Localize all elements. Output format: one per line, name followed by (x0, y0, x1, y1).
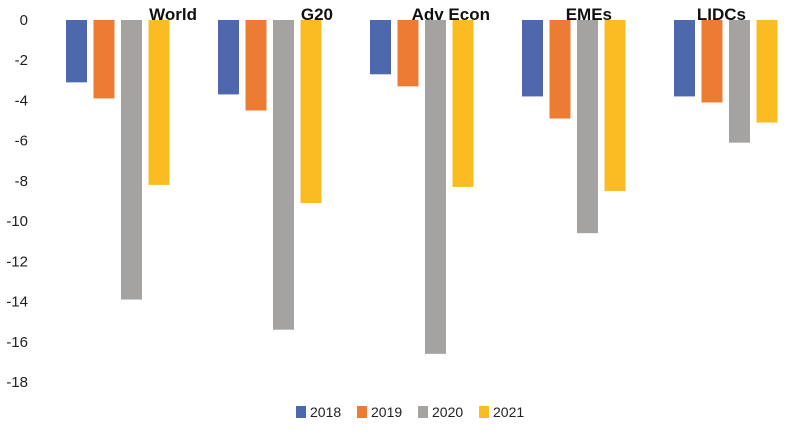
legend-swatch (479, 406, 489, 418)
category-label: LIDCs (697, 5, 746, 24)
category-label: World (149, 5, 197, 24)
category-label: G20 (301, 5, 333, 24)
bar-emes-2020 (577, 20, 598, 234)
category-label: Adv Econ (412, 5, 490, 24)
bar-emes-2019 (549, 20, 571, 119)
bar-lidcs-2019 (701, 20, 723, 103)
legend-swatch (418, 406, 428, 418)
bar-lidcs-2018 (674, 20, 695, 97)
y-tick-label: -4 (15, 92, 28, 109)
category-label: EMEs (566, 5, 612, 24)
bar-emes-2018 (522, 20, 543, 97)
bar-g20-2019 (245, 20, 267, 111)
y-tick-label: -8 (15, 173, 28, 190)
y-tick-label: 0 (20, 12, 28, 29)
legend-label: 2021 (493, 404, 524, 420)
y-tick-label: -2 (15, 52, 28, 69)
bar-adv-econ-2018 (370, 20, 391, 75)
legend-swatch (296, 406, 306, 418)
legend-label: 2019 (371, 404, 402, 420)
bar-world-2020 (121, 20, 142, 300)
bar-lidcs-2020 (729, 20, 750, 143)
legend-label: 2018 (310, 404, 341, 420)
y-tick-label: -12 (6, 253, 28, 270)
bar-adv-econ-2021 (452, 20, 474, 187)
bar-adv-econ-2020 (425, 20, 446, 354)
bar-lidcs-2021 (756, 20, 778, 123)
bar-g20-2021 (300, 20, 322, 204)
legend-label: 2020 (432, 404, 463, 420)
bar-world-2019 (93, 20, 115, 99)
y-tick-label: -14 (6, 294, 28, 311)
y-tick-label: -10 (6, 213, 28, 230)
legend-swatch (357, 406, 367, 418)
bar-world-2018 (66, 20, 87, 83)
bar-world-2021 (148, 20, 170, 185)
y-tick-label: -18 (6, 374, 28, 391)
bar-emes-2021 (604, 20, 626, 191)
bar-g20-2020 (273, 20, 294, 330)
bar-g20-2018 (218, 20, 239, 95)
y-tick-label: -16 (6, 334, 28, 351)
y-tick-label: -6 (15, 133, 28, 150)
bar-adv-econ-2019 (397, 20, 419, 87)
